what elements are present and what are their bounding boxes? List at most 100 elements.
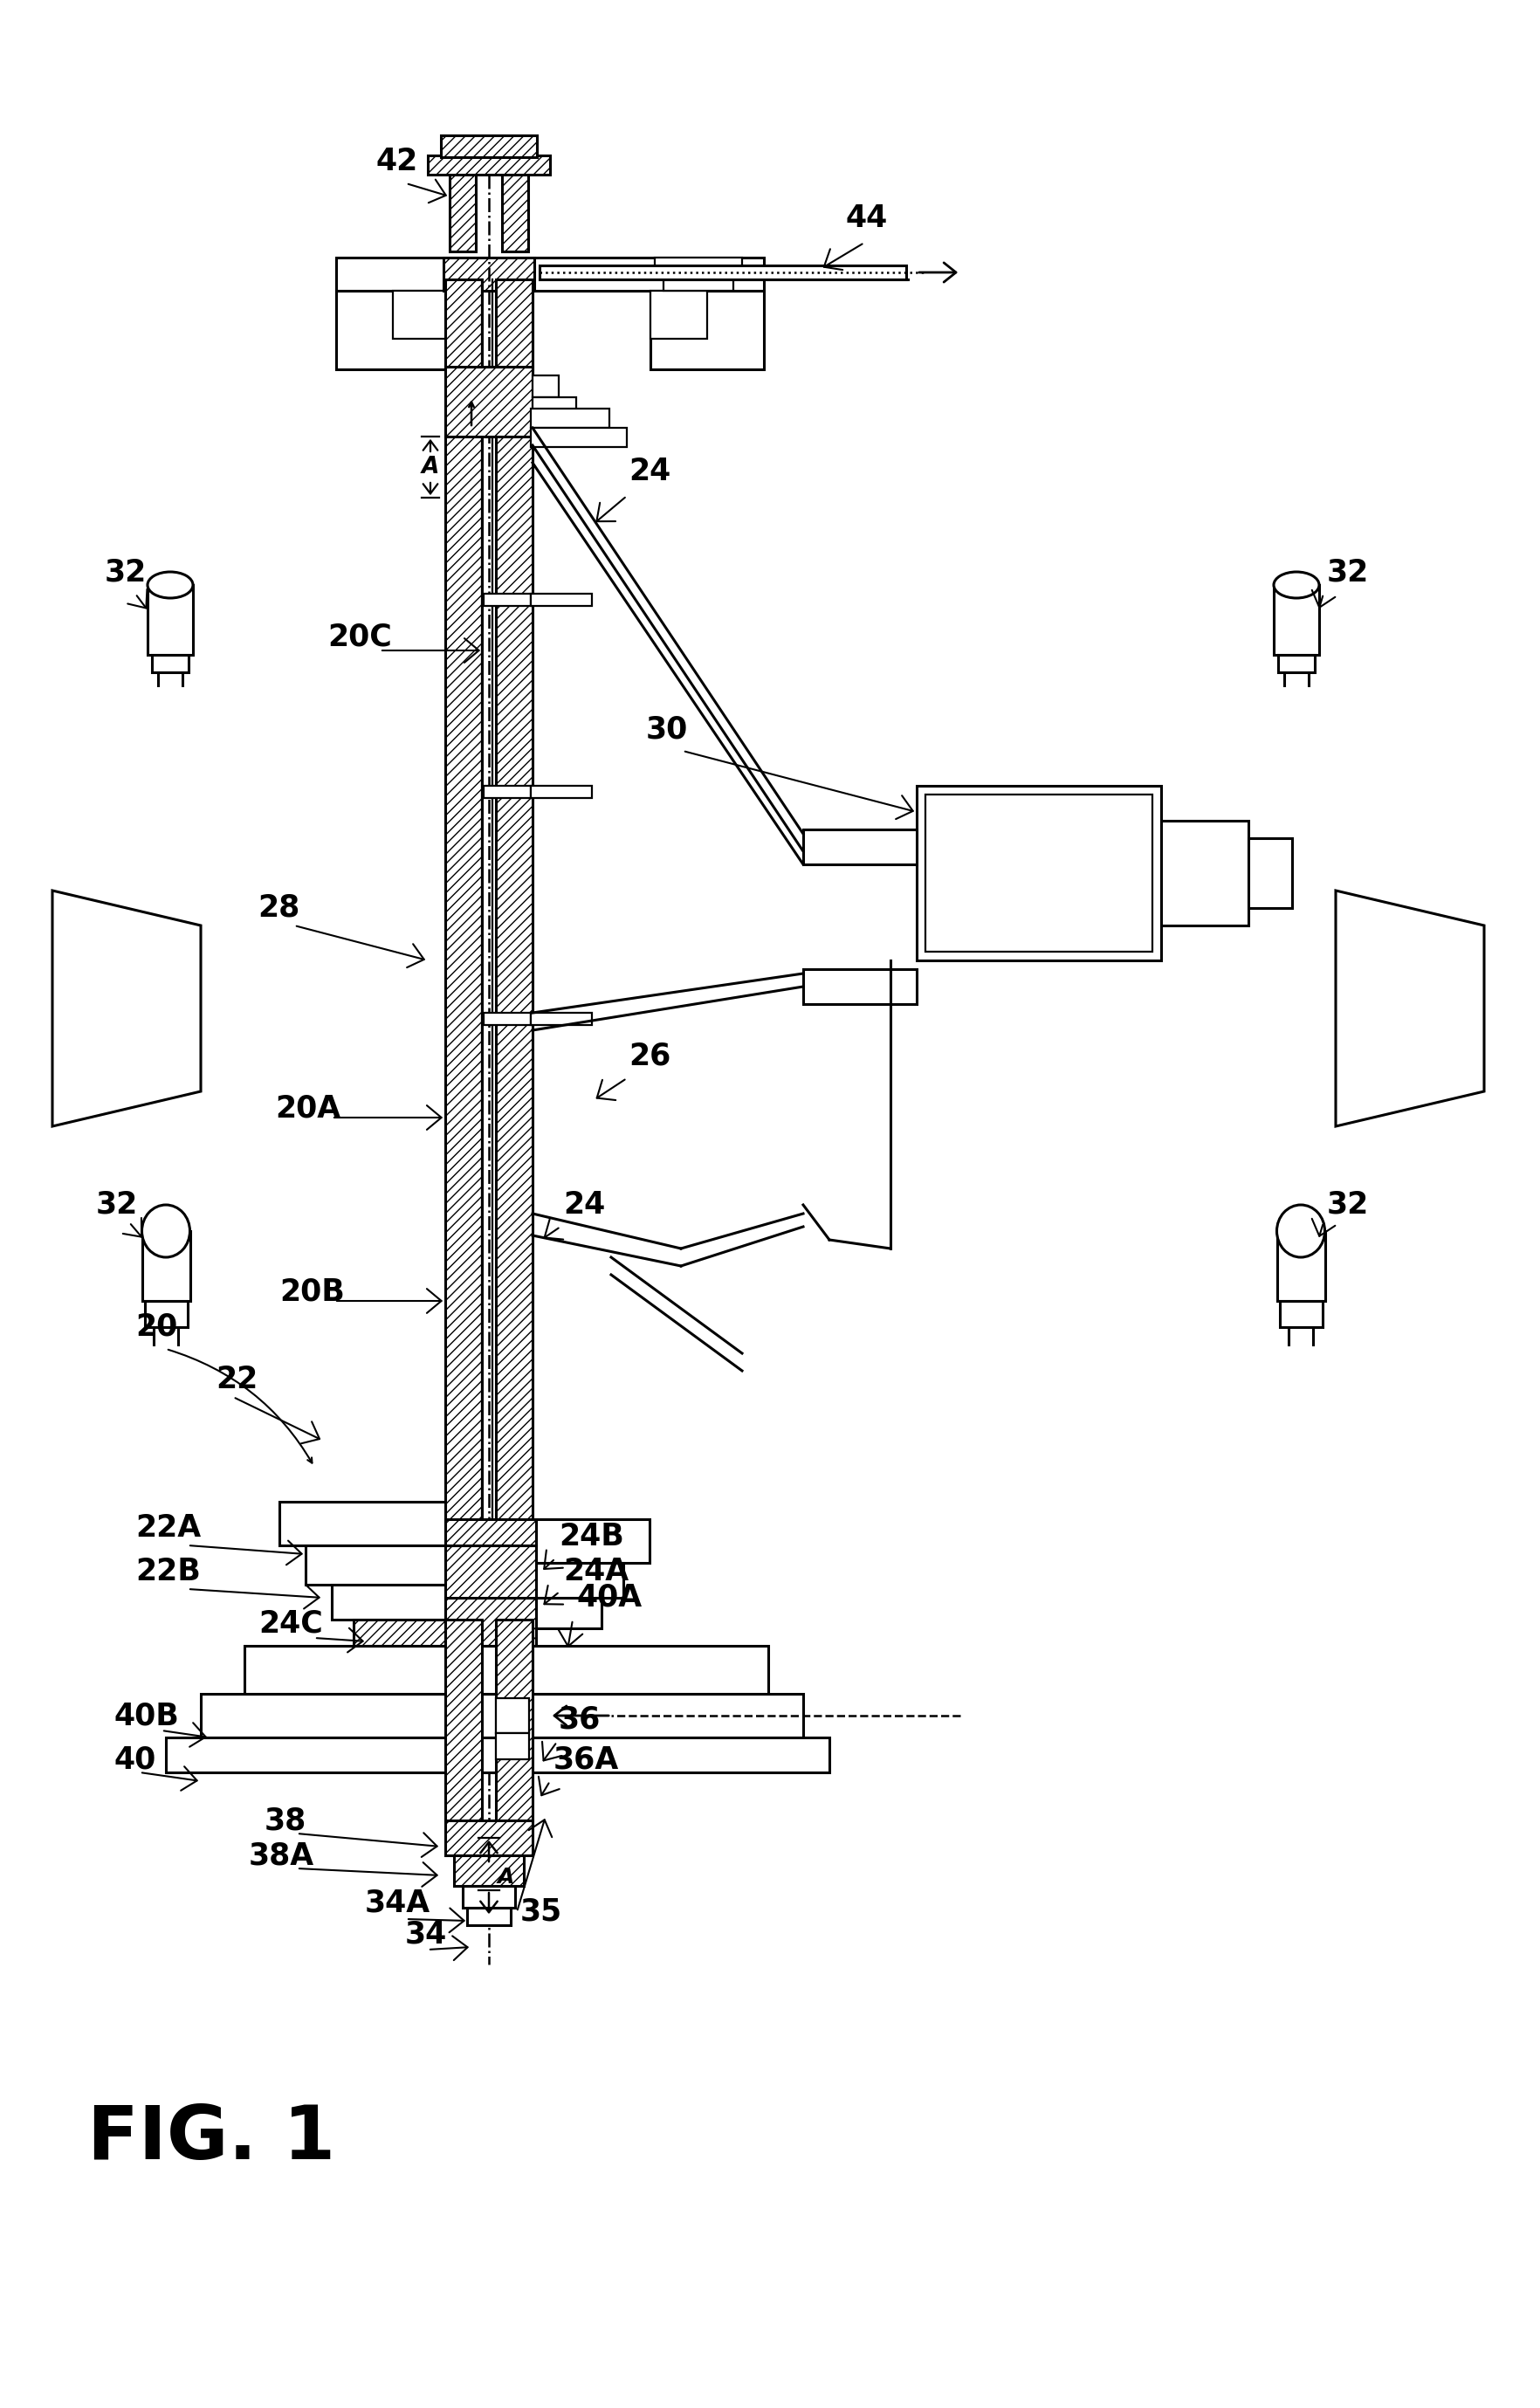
Bar	[650, 291, 707, 340]
Text: 26: 26	[628, 1043, 671, 1072]
Bar	[916, 785, 1161, 961]
Text: 22B: 22B	[136, 1556, 200, 1587]
Bar	[1249, 838, 1292, 908]
Text: 35: 35	[521, 1898, 562, 1926]
Bar	[336, 258, 764, 291]
Bar	[336, 291, 450, 368]
Bar	[354, 1621, 445, 1645]
Text: 20A: 20A	[276, 1093, 340, 1125]
Bar	[533, 397, 576, 414]
Bar	[245, 1645, 768, 1693]
Ellipse shape	[1277, 1204, 1324, 1257]
Text: 36A: 36A	[553, 1743, 619, 1775]
Text: 24: 24	[628, 458, 671, 486]
Text: 34A: 34A	[365, 1888, 431, 1919]
Bar	[664, 275, 733, 291]
Bar	[279, 1503, 445, 1546]
Bar	[445, 1820, 533, 1854]
Bar	[804, 968, 916, 1004]
Bar	[1274, 585, 1320, 655]
Bar	[536, 1563, 624, 1599]
Bar	[305, 1546, 445, 1584]
Bar	[531, 429, 627, 448]
Bar	[450, 164, 476, 250]
Bar	[804, 828, 916, 864]
Bar	[650, 291, 764, 368]
Text: 42: 42	[376, 147, 417, 176]
Bar	[531, 595, 591, 607]
Bar	[496, 1734, 530, 1760]
Text: 28: 28	[257, 893, 300, 922]
Text: 24C: 24C	[259, 1609, 323, 1640]
Bar	[484, 1014, 531, 1026]
Bar	[462, 1885, 514, 1907]
Ellipse shape	[142, 1204, 189, 1257]
Text: 38: 38	[265, 1806, 306, 1835]
Text: 40B: 40B	[114, 1700, 179, 1731]
Polygon shape	[1335, 891, 1485, 1127]
Text: 34: 34	[405, 1919, 447, 1948]
Bar	[445, 279, 482, 1712]
Bar	[440, 135, 537, 157]
Text: 32: 32	[1327, 556, 1369, 588]
Text: 24A: 24A	[564, 1556, 628, 1587]
Bar	[445, 291, 480, 368]
Bar	[496, 1698, 530, 1734]
Text: A: A	[422, 455, 439, 479]
Bar	[531, 785, 591, 797]
Bar	[536, 1519, 650, 1563]
Text: 38A: 38A	[249, 1840, 314, 1871]
Bar	[1161, 821, 1249, 925]
Bar	[496, 279, 533, 1712]
Text: 22: 22	[216, 1365, 257, 1394]
Bar	[496, 1621, 533, 1820]
Bar	[445, 1621, 482, 1820]
Bar	[152, 655, 188, 672]
Bar	[331, 1584, 445, 1621]
Bar	[428, 157, 550, 176]
Bar	[484, 595, 531, 607]
Polygon shape	[52, 891, 200, 1127]
Ellipse shape	[148, 571, 192, 597]
Text: 44: 44	[845, 202, 887, 234]
Text: 36: 36	[559, 1705, 601, 1734]
Bar	[445, 1599, 536, 1645]
Bar	[484, 785, 531, 797]
Text: 32: 32	[1327, 1190, 1369, 1221]
Text: 32: 32	[105, 556, 146, 588]
Bar	[142, 1230, 191, 1300]
Bar	[467, 1907, 511, 1924]
Text: 32: 32	[95, 1190, 139, 1221]
Text: 40A: 40A	[576, 1582, 642, 1613]
Bar	[1280, 1300, 1323, 1327]
Bar	[497, 291, 533, 368]
Bar	[1278, 655, 1315, 672]
Text: 22A: 22A	[136, 1512, 200, 1544]
Bar	[654, 258, 742, 275]
Text: 20C: 20C	[328, 624, 391, 653]
Bar	[536, 1599, 602, 1628]
Bar	[444, 258, 534, 291]
Text: 20: 20	[136, 1312, 177, 1341]
Bar	[539, 265, 906, 279]
Text: FIG. 1: FIG. 1	[88, 2102, 336, 2174]
Bar	[393, 291, 450, 340]
Bar	[148, 585, 192, 655]
Ellipse shape	[1274, 571, 1320, 597]
Bar	[166, 1739, 830, 1772]
Text: 24: 24	[564, 1190, 605, 1221]
Bar	[445, 1519, 536, 1546]
Bar	[445, 1546, 536, 1599]
Bar	[445, 366, 533, 436]
Bar	[454, 1854, 524, 1885]
Bar	[531, 409, 610, 429]
Bar	[502, 164, 528, 250]
Bar	[1277, 1230, 1326, 1300]
Bar	[531, 1014, 591, 1026]
Text: 20B: 20B	[279, 1276, 345, 1308]
Bar	[533, 376, 559, 397]
Text: 24B: 24B	[559, 1522, 624, 1551]
Text: 30: 30	[647, 715, 688, 744]
Bar	[926, 795, 1152, 951]
Bar	[533, 414, 559, 436]
